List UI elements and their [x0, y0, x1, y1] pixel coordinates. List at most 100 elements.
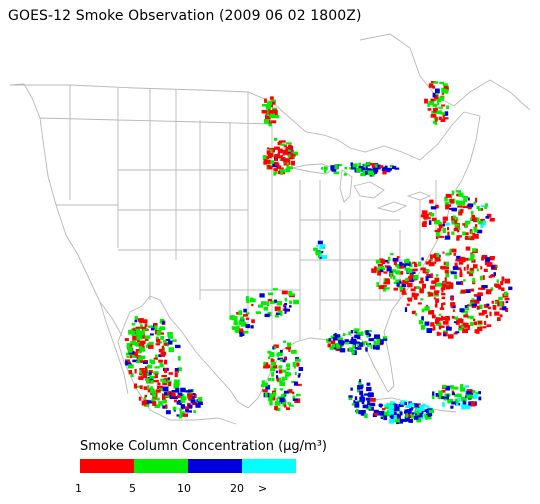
smoke-pixel [156, 330, 161, 336]
smoke-pixel [417, 261, 422, 267]
smoke-pixel [438, 116, 442, 120]
smoke-pixel [442, 114, 445, 118]
smoke-pixel [165, 404, 168, 409]
smoke-pixel [131, 330, 136, 336]
smoke-pixel [335, 343, 340, 348]
smoke-pixel [287, 149, 292, 152]
smoke-pixel [288, 404, 294, 407]
smoke-pixel [485, 314, 488, 318]
smoke-pixel [421, 308, 425, 313]
smoke-pixel [362, 404, 369, 409]
smoke-pixel [434, 121, 438, 125]
smoke-pixel [416, 413, 423, 418]
smoke-pixel [180, 394, 185, 397]
smoke-pixel [392, 275, 396, 280]
smoke-pixel [433, 81, 439, 84]
smoke-pixel [457, 267, 462, 271]
smoke-pixel [407, 297, 413, 300]
smoke-pixel [139, 318, 143, 323]
smoke-pixel [445, 385, 450, 391]
smoke-pixel [289, 300, 292, 305]
smoke-pixel [375, 345, 380, 350]
smoke-pixel [406, 413, 409, 418]
smoke-pixel [419, 288, 424, 294]
smoke-pixel [130, 340, 136, 344]
smoke-pixel [272, 392, 277, 397]
smoke-pixel [453, 228, 460, 232]
smoke-pixel [476, 305, 480, 310]
smoke-pixel [285, 148, 289, 151]
smoke-pixel [445, 315, 450, 321]
smoke-pixel [446, 105, 450, 110]
smoke-pixel [454, 274, 457, 279]
smoke-pixel [395, 271, 401, 274]
smoke-pixel [434, 219, 440, 225]
smoke-pixel [430, 322, 435, 327]
smoke-pixel [351, 350, 355, 355]
smoke-pixel [470, 299, 475, 303]
smoke-pixel [156, 337, 159, 340]
smoke-pixel [275, 407, 281, 411]
smoke-pixel [261, 109, 268, 114]
smoke-pixel [430, 98, 436, 102]
smoke-pixel [153, 379, 159, 383]
legend-title: Smoke Column Concentration (μg/m³) [80, 439, 327, 454]
smoke-pixel [271, 372, 275, 377]
smoke-pixel [450, 296, 454, 301]
smoke-pixel [444, 235, 451, 240]
smoke-pixel [373, 413, 380, 416]
smoke-pixel [365, 170, 369, 175]
smoke-pixel [401, 284, 406, 287]
smoke-pixel [486, 324, 492, 327]
smoke-pixel [365, 405, 372, 410]
smoke-pixel [316, 244, 319, 247]
smoke-pixel [278, 351, 283, 356]
smoke-pixel [148, 341, 154, 345]
smoke-pixel [471, 303, 478, 307]
smoke-pixel [175, 344, 181, 349]
smoke-pixel [426, 414, 431, 417]
smoke-pixel [387, 281, 390, 285]
smoke-pixel [428, 409, 434, 414]
smoke-pixel [368, 338, 375, 342]
smoke-pixel [378, 165, 384, 169]
smoke-pixel [278, 155, 283, 159]
smoke-pixel [505, 301, 509, 304]
smoke-pixel [485, 216, 490, 219]
smoke-pixel [273, 388, 277, 392]
smoke-pixel [285, 371, 289, 375]
smoke-pixel [431, 281, 436, 284]
smoke-pixel [331, 342, 336, 348]
legend-segment-20-plus [242, 459, 296, 473]
smoke-pixel [430, 254, 433, 260]
smoke-pixel [272, 364, 278, 369]
smoke-pixel [464, 220, 471, 225]
smoke-pixel [404, 402, 407, 405]
smoke-pixel [162, 383, 167, 386]
smoke-pixel [160, 351, 167, 356]
smoke-pixel [365, 166, 368, 170]
smoke-pixel [272, 396, 276, 401]
smoke-pixel [430, 206, 437, 210]
smoke-pixel [388, 409, 394, 415]
smoke-pixel [428, 101, 435, 106]
smoke-pixel [494, 311, 500, 316]
smoke-pixel [466, 264, 469, 269]
smoke-pixel [285, 308, 290, 312]
smoke-pixel [445, 222, 450, 226]
smoke-pixel [285, 158, 290, 162]
smoke-pixel [285, 167, 291, 173]
smoke-pixel [271, 120, 277, 124]
smoke-pixel [470, 401, 476, 407]
smoke-pixel [382, 260, 389, 263]
smoke-pixel [441, 88, 446, 94]
smoke-pixel [157, 385, 163, 389]
smoke-pixel [425, 261, 431, 265]
smoke-pixel [465, 307, 470, 311]
smoke-pixel [187, 402, 191, 407]
smoke-pixel [264, 98, 267, 103]
smoke-pixel [456, 190, 462, 193]
smoke-pixel [440, 287, 446, 291]
smoke-pixel [128, 370, 132, 375]
smoke-pixel [353, 328, 360, 332]
